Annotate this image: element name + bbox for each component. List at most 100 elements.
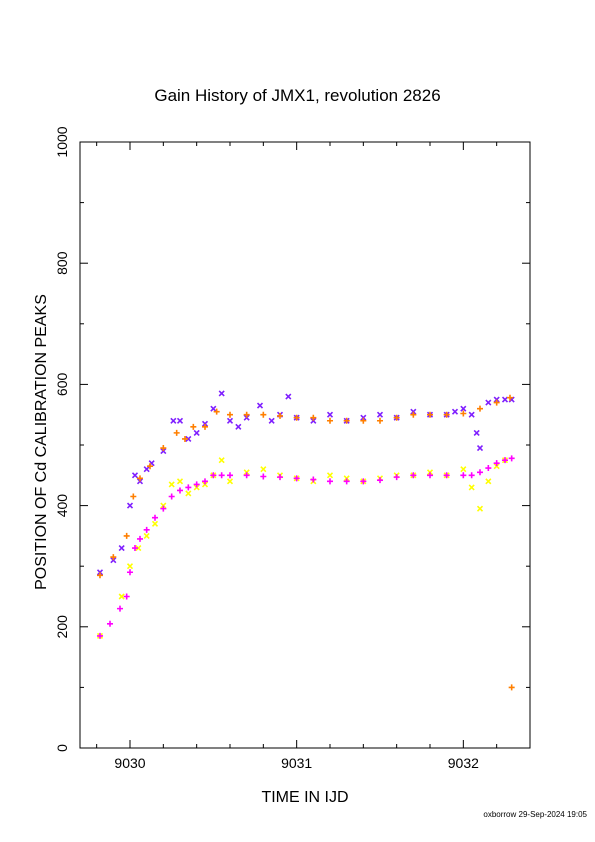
data-point [160, 505, 167, 512]
data-point [285, 393, 292, 400]
y-tick-label: 600 [54, 373, 70, 397]
data-point [393, 474, 400, 481]
data-point [477, 469, 483, 476]
x-axis-label: TIME IN IJD [261, 789, 349, 806]
data-point [193, 484, 200, 491]
data-point [243, 414, 250, 421]
data-point [501, 396, 509, 403]
data-point [117, 605, 123, 612]
data-point [127, 569, 133, 576]
data-point [327, 478, 333, 485]
y-tick-label: 200 [54, 615, 70, 639]
data-point [477, 405, 483, 412]
data-point [343, 475, 350, 482]
data-point [168, 481, 175, 488]
data-point [160, 502, 167, 509]
data-point [468, 411, 475, 418]
data-point [226, 478, 234, 485]
data-point [185, 484, 192, 491]
data-point [185, 435, 192, 443]
data-point [277, 474, 283, 481]
axis-layer: 0 200 400 600 800 1000 9030 9031 9032 [54, 126, 531, 771]
data-point [160, 445, 167, 452]
data-point [136, 478, 144, 485]
data-point [118, 544, 125, 552]
data-point [326, 472, 334, 479]
data-point [210, 405, 217, 412]
data-point [485, 399, 492, 406]
series-layer [96, 390, 515, 691]
data-point [468, 484, 475, 491]
data-point [268, 417, 275, 424]
data-point [143, 532, 150, 539]
data-point [473, 429, 480, 436]
y-tick-label: 1000 [54, 126, 70, 157]
data-point [377, 417, 383, 424]
chart-title: Gain History of JMX1, revolution 2826 [154, 86, 441, 105]
data-point [151, 520, 159, 527]
data-point [143, 466, 150, 473]
series-2 [97, 394, 515, 691]
data-point [293, 475, 300, 482]
data-point [426, 469, 434, 476]
data-point [96, 569, 104, 576]
data-point [110, 554, 117, 561]
data-point [201, 481, 209, 488]
data-point [393, 414, 400, 421]
data-point [182, 435, 188, 442]
data-point [193, 429, 200, 436]
plot-frame [79, 141, 531, 749]
data-point [376, 411, 384, 418]
data-point [185, 490, 192, 497]
data-point [123, 593, 130, 600]
data-point [131, 472, 139, 479]
data-point [485, 465, 492, 472]
data-point [451, 408, 459, 415]
series-3 [96, 457, 509, 639]
data-point [177, 487, 183, 494]
data-point [260, 473, 267, 480]
data-point [152, 514, 158, 521]
data-point [160, 447, 167, 455]
data-point [343, 478, 350, 485]
y-tick-label: 800 [54, 251, 70, 275]
data-point [310, 414, 317, 421]
data-point [110, 557, 117, 564]
data-point [460, 472, 467, 479]
data-point [502, 457, 508, 464]
data-point [202, 423, 208, 430]
data-point [293, 414, 300, 421]
data-point [126, 502, 134, 509]
series-1 [96, 390, 515, 576]
data-point [260, 411, 267, 418]
data-point [143, 526, 150, 533]
y-tick-label: 400 [54, 494, 70, 518]
data-point [377, 477, 383, 484]
data-point [218, 472, 225, 479]
data-point [173, 429, 180, 436]
data-point [243, 469, 250, 476]
x-tick-label: 9030 [114, 755, 145, 771]
data-point [410, 408, 417, 415]
data-point [213, 408, 220, 415]
data-point [97, 572, 103, 579]
data-point [427, 411, 433, 418]
y-tick-label: 0 [54, 744, 70, 752]
data-point [137, 475, 143, 482]
data-point [443, 411, 450, 418]
data-point [443, 472, 450, 479]
data-point [460, 466, 467, 473]
data-point [343, 417, 350, 424]
footer-timestamp: oxborrow 29-Sep-2024 19:05 [483, 810, 587, 819]
data-point [410, 411, 417, 418]
data-point [202, 478, 208, 485]
data-point [508, 684, 515, 691]
data-point [201, 420, 209, 427]
data-point [493, 463, 500, 470]
data-point [227, 472, 233, 479]
data-point [460, 405, 467, 412]
data-point [360, 417, 367, 424]
data-point [168, 493, 175, 500]
data-point [476, 505, 484, 512]
data-point [277, 412, 283, 419]
